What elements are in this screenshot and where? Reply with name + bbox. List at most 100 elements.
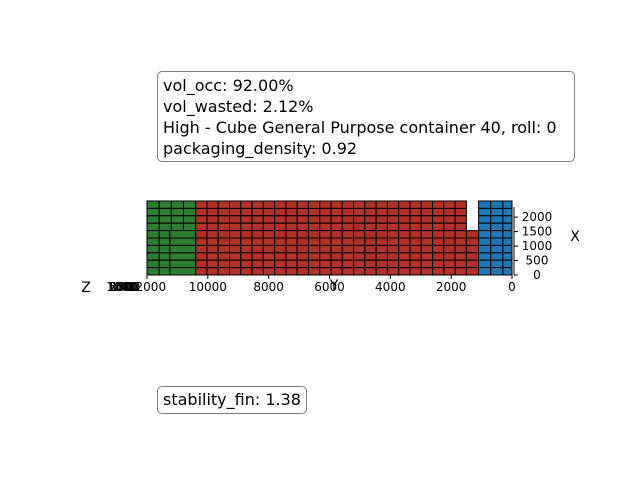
packed-box <box>375 222 388 232</box>
packed-box <box>229 215 242 224</box>
packed-box <box>262 267 276 276</box>
packed-box <box>262 222 276 232</box>
packed-box <box>158 200 172 209</box>
packed-box <box>432 252 445 261</box>
packed-box <box>353 230 366 239</box>
packed-box <box>285 222 298 232</box>
boxes-layer <box>146 200 513 276</box>
packed-box <box>432 267 445 276</box>
packed-box <box>319 200 332 209</box>
packed-box <box>454 215 467 224</box>
packed-box <box>169 244 197 254</box>
packed-box <box>454 267 467 276</box>
packed-box <box>432 215 445 224</box>
packed-box <box>169 259 197 269</box>
packed-box <box>206 244 219 254</box>
packed-box <box>409 200 422 209</box>
packed-box <box>240 222 253 232</box>
packed-box <box>502 230 513 239</box>
packed-box <box>409 215 422 224</box>
x-tick-label: 2000 <box>522 210 553 224</box>
z-tick-label: 1500 <box>107 280 138 294</box>
packed-box <box>398 267 411 276</box>
packed-box <box>341 244 355 254</box>
packed-box <box>240 237 253 246</box>
packed-box <box>146 200 160 209</box>
packed-box <box>307 200 321 209</box>
packed-box <box>502 237 513 246</box>
packed-box <box>454 244 467 254</box>
packed-box <box>240 215 253 224</box>
y-tick-label: 4000 <box>375 280 406 294</box>
packed-box <box>443 230 456 239</box>
packed-box <box>502 259 513 269</box>
packed-box <box>420 259 434 269</box>
packed-box <box>478 259 492 269</box>
packed-box <box>353 237 366 246</box>
packed-box <box>353 267 366 276</box>
packed-box <box>274 222 287 232</box>
packed-box <box>330 244 343 254</box>
packed-box <box>386 267 400 276</box>
packed-box <box>330 259 343 269</box>
packed-box <box>432 222 445 232</box>
packed-box <box>478 267 492 276</box>
packed-box <box>169 230 197 239</box>
metrics-info-box: vol_occ: 92.00% vol_wasted: 2.12% High -… <box>157 71 575 162</box>
packed-box <box>296 237 309 246</box>
packed-box <box>206 200 219 209</box>
packed-box <box>296 230 309 239</box>
packed-box <box>398 259 411 269</box>
packed-box <box>465 237 480 246</box>
packed-box <box>353 252 366 261</box>
packed-box <box>274 267 287 276</box>
packed-box <box>195 215 208 224</box>
packed-box <box>195 244 208 254</box>
packed-box <box>206 222 219 232</box>
packed-box <box>285 244 298 254</box>
packed-box <box>353 207 366 217</box>
y-tick-label: 6000 <box>314 280 345 294</box>
packed-box <box>183 207 197 217</box>
packed-box <box>251 259 264 269</box>
packed-box <box>443 200 456 209</box>
packed-box <box>274 207 287 217</box>
packed-box <box>251 200 264 209</box>
packed-box <box>146 244 160 254</box>
packed-box <box>353 200 366 209</box>
y-tick-label: 12000 <box>128 280 166 294</box>
packed-box <box>330 215 343 224</box>
packed-box <box>364 244 377 254</box>
stability-info-box: stability_fin: 1.38 <box>157 386 307 414</box>
packed-box <box>420 267 434 276</box>
packed-box <box>386 230 400 239</box>
packed-box <box>420 200 434 209</box>
packed-box <box>217 215 231 224</box>
packed-box <box>307 244 321 254</box>
packed-box <box>146 267 160 276</box>
packed-box <box>217 244 231 254</box>
packed-box <box>170 207 185 217</box>
packed-box <box>169 252 197 261</box>
packed-box <box>146 215 160 224</box>
packed-box <box>490 215 504 224</box>
packed-box <box>490 267 504 276</box>
packed-box <box>296 267 309 276</box>
packed-box <box>364 200 377 209</box>
packed-box <box>274 200 287 209</box>
packed-box <box>274 230 287 239</box>
packed-box <box>262 259 276 269</box>
packed-box <box>251 267 264 276</box>
packed-box <box>195 237 208 246</box>
packed-box <box>502 222 513 232</box>
packed-box <box>170 215 185 224</box>
packed-box <box>409 230 422 239</box>
packed-box <box>490 222 504 232</box>
packed-box <box>409 252 422 261</box>
packed-box <box>353 215 366 224</box>
packed-box <box>502 267 513 276</box>
packed-box <box>454 222 467 232</box>
packed-box <box>307 252 321 261</box>
packed-box <box>262 244 276 254</box>
packed-box <box>274 252 287 261</box>
